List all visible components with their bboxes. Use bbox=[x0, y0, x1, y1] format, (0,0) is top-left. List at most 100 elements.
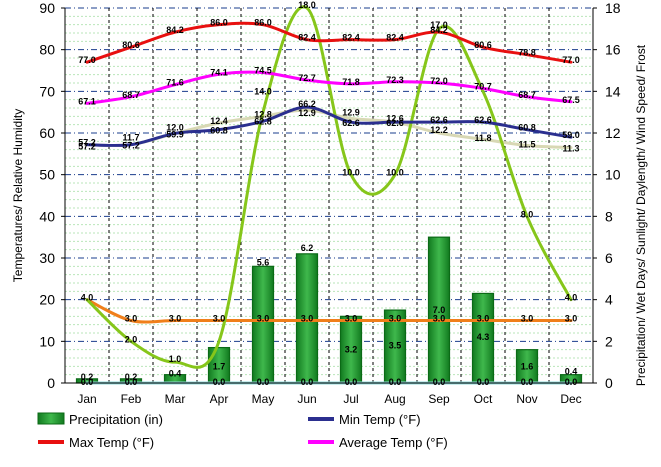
legend-label: Max Temp (°F) bbox=[69, 435, 154, 450]
legend-swatch-bar bbox=[37, 412, 65, 425]
data-label: 12.0 bbox=[166, 123, 184, 133]
data-label: 0.0 bbox=[477, 377, 490, 387]
y-left-tick-label: 80 bbox=[39, 42, 55, 58]
data-label: 62.8 bbox=[254, 117, 272, 127]
legend-item: Average Temp (°F) bbox=[308, 435, 448, 450]
x-tick-label: May bbox=[252, 392, 275, 406]
data-label: 0.4 bbox=[169, 369, 182, 379]
legend-label: Precipitation (in) bbox=[69, 412, 163, 427]
data-label: 8.0 bbox=[521, 209, 534, 219]
data-label: 80.6 bbox=[474, 40, 492, 50]
data-label: 10.0 bbox=[342, 168, 360, 178]
data-label: 0.0 bbox=[521, 377, 534, 387]
data-label: 12.9 bbox=[298, 108, 316, 118]
data-label: 62.6 bbox=[430, 115, 448, 125]
series-line-5 bbox=[85, 5, 573, 369]
data-label: 59.9 bbox=[166, 129, 184, 139]
x-tick-label: Jan bbox=[77, 392, 96, 406]
y-right-tick-label: 8 bbox=[605, 208, 613, 224]
data-label: 0.2 bbox=[125, 372, 138, 382]
data-label: 57.2 bbox=[122, 141, 140, 151]
data-label: 3.0 bbox=[565, 314, 578, 324]
x-tick-label: Dec bbox=[560, 392, 581, 406]
y-left-tick-label: 10 bbox=[39, 333, 55, 349]
data-label: 11.7 bbox=[122, 132, 139, 142]
data-label: 14.0 bbox=[254, 86, 272, 96]
data-label: 80.6 bbox=[122, 40, 140, 50]
y-left-tick-label: 0 bbox=[47, 375, 55, 391]
data-label: 3.0 bbox=[125, 314, 138, 324]
data-label: 3.0 bbox=[521, 314, 534, 324]
data-label: 62.6 bbox=[386, 118, 404, 128]
series-line-6 bbox=[85, 298, 573, 324]
legend: Precipitation (in) Min Temp (°F) Max Temp … bbox=[37, 412, 448, 450]
y-right-tick-label: 4 bbox=[605, 292, 613, 308]
data-label: 59.0 bbox=[562, 130, 580, 140]
data-label: 7.0 bbox=[433, 305, 446, 315]
data-label: 0.0 bbox=[301, 377, 314, 387]
x-tick-label: Feb bbox=[121, 392, 142, 406]
x-tick-label: Jun bbox=[297, 392, 316, 406]
data-label: 4.3 bbox=[477, 332, 490, 342]
data-label: 71.8 bbox=[342, 77, 360, 87]
data-label: 3.0 bbox=[433, 314, 446, 324]
data-label: 72.3 bbox=[386, 75, 404, 85]
bar-may bbox=[251, 265, 275, 384]
legend-item: Min Temp (°F) bbox=[308, 412, 421, 427]
data-label: 84.2 bbox=[430, 25, 448, 35]
x-tick-label: Nov bbox=[516, 392, 537, 406]
x-tick-label: Apr bbox=[210, 392, 229, 406]
data-label: 12.9 bbox=[342, 107, 360, 117]
x-tick-label: Mar bbox=[165, 392, 186, 406]
data-label: 0.0 bbox=[345, 377, 358, 387]
data-label: 12.8 bbox=[254, 109, 272, 119]
data-label: 12.6 bbox=[386, 114, 404, 124]
x-tick-label: Aug bbox=[384, 392, 405, 406]
y-right-tick-label: 6 bbox=[605, 250, 613, 266]
data-label: 1.6 bbox=[521, 361, 534, 371]
data-label: 82.4 bbox=[342, 33, 360, 43]
data-label: 0.0 bbox=[433, 377, 446, 387]
y-right-axis-title: Precipitation/ Wet Days/ Sunlight/ Dayle… bbox=[634, 44, 648, 386]
x-tick-label: Jul bbox=[343, 392, 358, 406]
data-label: 86.0 bbox=[254, 18, 272, 28]
y-left-tick-label: 30 bbox=[39, 250, 55, 266]
data-label: 62.6 bbox=[474, 115, 492, 125]
x-tick-label: Sep bbox=[428, 392, 450, 406]
y-right-tick-label: 2 bbox=[605, 333, 613, 349]
data-label: 0.2 bbox=[81, 372, 94, 382]
data-label: 12.2 bbox=[430, 125, 448, 135]
data-label: 77.0 bbox=[562, 55, 580, 65]
bar-layer bbox=[75, 236, 583, 384]
data-label: 3.0 bbox=[213, 314, 226, 324]
y-left-tick-label: 70 bbox=[39, 83, 55, 99]
data-label: 57.2 bbox=[78, 142, 96, 152]
data-label: 0.0 bbox=[125, 377, 138, 387]
series-line-1 bbox=[85, 105, 573, 147]
data-label: 74.1 bbox=[210, 67, 228, 77]
data-label: 3.0 bbox=[345, 314, 358, 324]
data-label: 3.0 bbox=[169, 314, 182, 324]
series-line-3 bbox=[85, 70, 573, 105]
data-label: 5.6 bbox=[257, 257, 270, 267]
data-label: 4.0 bbox=[81, 293, 94, 303]
data-label: 57.2 bbox=[78, 138, 96, 148]
x-tick-label: Oct bbox=[474, 392, 493, 406]
y-right-tick-label: 12 bbox=[605, 125, 621, 141]
data-label: 3.2 bbox=[345, 345, 358, 355]
data-label: 62.6 bbox=[342, 118, 360, 128]
data-label: 72.7 bbox=[298, 73, 316, 83]
data-label: 67.5 bbox=[562, 95, 580, 105]
y-left-tick-label: 20 bbox=[39, 292, 55, 308]
data-label: 60.8 bbox=[518, 123, 536, 133]
data-label: 71.6 bbox=[166, 78, 184, 88]
data-label: 1.7 bbox=[213, 361, 226, 371]
data-label: 0.0 bbox=[213, 377, 226, 387]
data-label: 77.0 bbox=[78, 55, 96, 65]
grid-layer bbox=[65, 7, 593, 383]
y-right-tick-label: 10 bbox=[605, 167, 621, 183]
legend-item: Max Temp (°F) bbox=[38, 435, 154, 450]
data-label: 0.0 bbox=[389, 377, 402, 387]
data-label: 82.4 bbox=[386, 33, 404, 43]
